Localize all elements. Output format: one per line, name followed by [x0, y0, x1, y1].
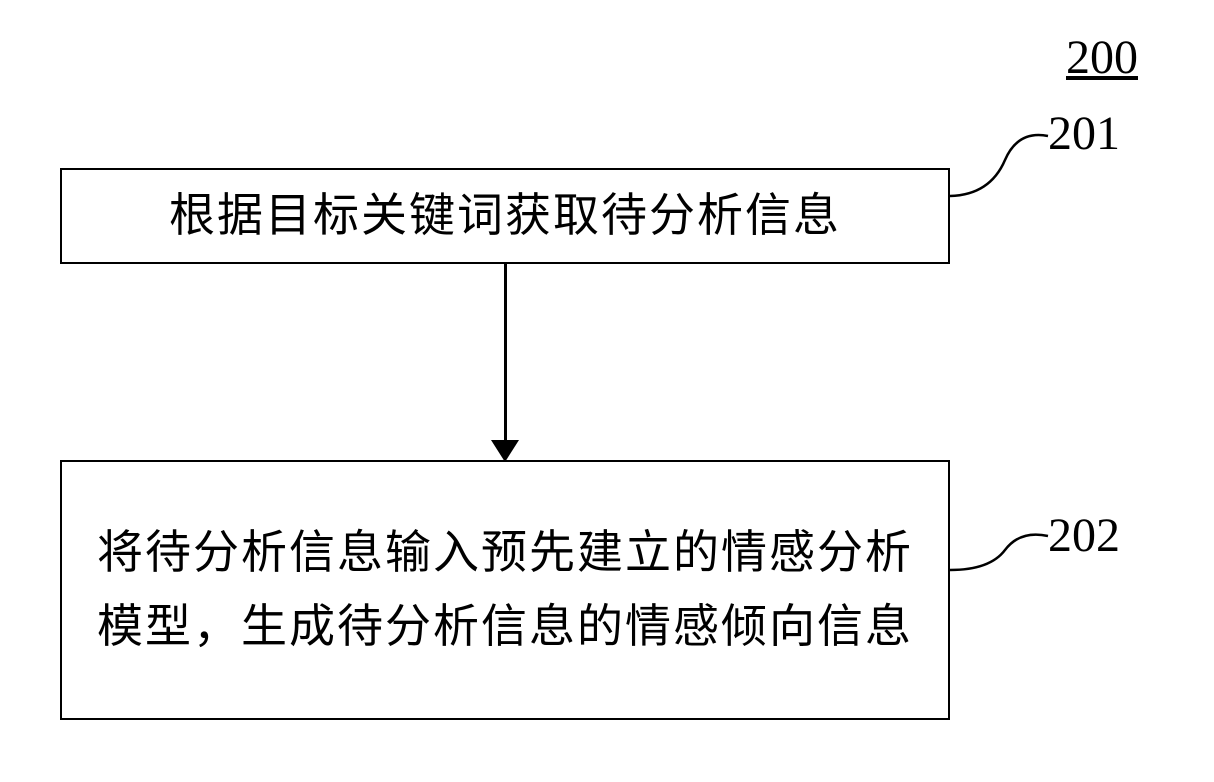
step-box-201: 根据目标关键词获取待分析信息 — [60, 168, 950, 264]
step-text-201: 根据目标关键词获取待分析信息 — [169, 179, 841, 253]
step-label-202: 202 — [1048, 508, 1120, 563]
step-text-202: 将待分析信息输入预先建立的情感分析模型，生成待分析信息的情感倾向信息 — [82, 516, 928, 663]
figure-number: 200 — [1066, 30, 1138, 85]
arrow-head-201-to-202 — [491, 440, 519, 462]
step-box-202: 将待分析信息输入预先建立的情感分析模型，生成待分析信息的情感倾向信息 — [60, 460, 950, 720]
callout-line-201 — [950, 130, 1050, 210]
callout-line-202 — [950, 530, 1050, 590]
step-label-201: 201 — [1048, 106, 1120, 161]
connector-201-to-202 — [504, 264, 507, 446]
